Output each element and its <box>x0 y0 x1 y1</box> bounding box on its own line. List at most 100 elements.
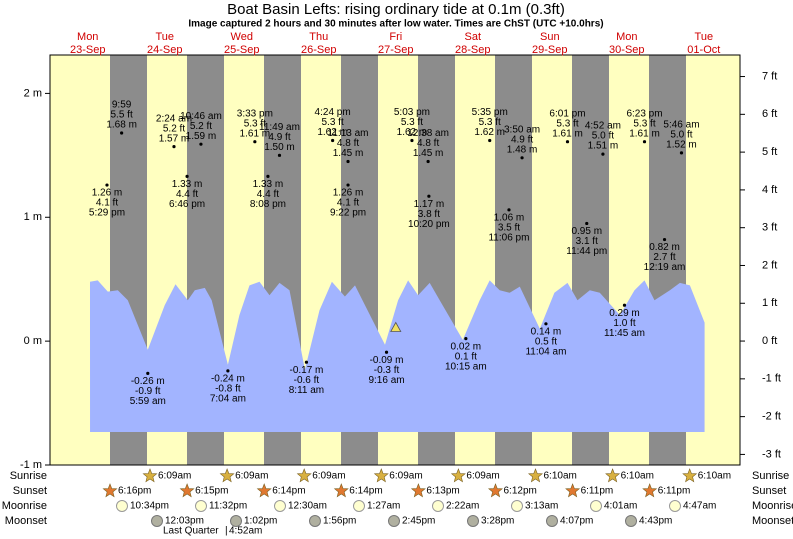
moonrise-icon <box>274 500 286 512</box>
moonset-icon <box>467 515 479 527</box>
tide-event-dot <box>146 371 150 375</box>
moonset-time: 1:56pm <box>323 516 356 527</box>
tide-event-dot <box>565 140 570 144</box>
tide-event-label: 1.61 m <box>629 128 660 139</box>
tide-event-label: 3:50 am <box>504 124 540 135</box>
y2-tick-label: 5 ft <box>762 146 777 158</box>
tide-event-label: 11:44 pm <box>566 246 607 257</box>
row-label: Moonset <box>752 515 793 527</box>
x-tick-date: 28-Sep <box>455 44 490 56</box>
tide-event-dot <box>346 159 350 164</box>
tide-event-label: 4.9 ft <box>268 132 290 143</box>
sunset-time: 6:14pm <box>349 486 382 497</box>
x-tick-date: 27-Sep <box>378 44 413 56</box>
tide-event-label: 0.95 m <box>571 226 602 237</box>
sun-icon <box>605 468 621 483</box>
sun-icon <box>296 468 312 483</box>
moonset-time: 2:45pm <box>402 516 435 527</box>
tide-event-label: 4.1 ft <box>96 198 118 209</box>
moonrise-time: 3:13am <box>525 501 558 512</box>
sun-icon <box>642 483 658 498</box>
tide-event-label: 4.1 ft <box>337 198 359 209</box>
x-tick-label: Tue <box>155 31 174 43</box>
sunrise-time: 6:09am <box>389 471 422 482</box>
sun-icon <box>682 468 698 483</box>
sun-icon <box>142 468 158 483</box>
tide-event-label: 1.0 ft <box>613 318 635 329</box>
moon-phase-separator: | <box>225 526 228 537</box>
moonrise-time: 1:27am <box>367 501 400 512</box>
y2-tick-label: -2 ft <box>762 411 781 423</box>
sun-icon <box>179 483 195 498</box>
sunrise-time: 6:10am <box>544 471 577 482</box>
x-tick-label: Fri <box>389 31 402 43</box>
y2-tick-label: 1 ft <box>762 297 777 309</box>
sunset-time: 6:16pm <box>118 486 151 497</box>
moonrise-time: 10:34pm <box>130 501 169 512</box>
tide-event-label: 1.62 m <box>397 127 428 138</box>
tide-event-label: 0.29 m <box>609 308 640 319</box>
moonrise-icon <box>195 500 207 512</box>
chart-title: Boat Basin Lefts: rising ordinary tide a… <box>227 1 565 18</box>
row-label: Sunrise <box>10 470 47 482</box>
y-tick-label: 1 m <box>24 211 42 223</box>
y2-tick-label: -1 ft <box>762 373 781 385</box>
tide-event-label: 5:03 pm <box>394 107 430 118</box>
tide-event-label: 12:38 am <box>407 128 449 139</box>
tide-event-dot <box>520 156 524 160</box>
x-tick-label: Mon <box>77 31 98 43</box>
tide-event-dot <box>105 183 109 187</box>
tide-event-label: 1.45 m <box>413 148 444 159</box>
moonset-time: 4:07pm <box>560 516 593 527</box>
y2-tick-label: 0 ft <box>762 335 777 347</box>
tide-event-label: 1.52 m <box>666 139 697 150</box>
tide-event-dot <box>266 174 270 178</box>
tide-event-label: 1.17 m <box>414 199 445 210</box>
tide-event-dot <box>172 145 176 149</box>
row-label: Moonset <box>5 515 47 527</box>
sunrise-time: 6:09am <box>158 471 191 482</box>
row-label: Moonrise <box>2 500 47 512</box>
sunset-time: 6:11pm <box>581 486 614 497</box>
tide-event-label: 5:29 pm <box>89 208 125 219</box>
tide-event-label: 6:46 pm <box>169 199 205 210</box>
tide-event-label: -0.9 ft <box>135 386 161 397</box>
tide-event-label: -0.24 m <box>211 374 245 385</box>
tide-event-label: 6:01 pm <box>549 108 585 119</box>
moonset-time: 4:43pm <box>639 516 672 527</box>
tide-event-dot <box>185 174 189 178</box>
tide-event-dot <box>507 208 511 212</box>
tide-event-dot <box>304 360 309 364</box>
tide-event-label: -0.17 m <box>289 365 323 376</box>
x-tick-label: Tue <box>695 31 714 43</box>
tide-event-label: 1.61 m <box>552 128 583 139</box>
tide-event-label: 9:59 <box>112 100 132 111</box>
tide-event-label: 3.5 ft <box>498 222 520 233</box>
tide-event-label: -0.8 ft <box>215 384 241 395</box>
tide-event-label: 1.57 m <box>159 133 190 144</box>
tide-event-label: 1.33 m <box>253 179 284 190</box>
sun-icon <box>333 483 349 498</box>
tide-event-dot <box>642 140 647 144</box>
tide-event-label: 0.1 ft <box>455 351 477 362</box>
tide-event-label: -0.6 ft <box>294 375 320 386</box>
tide-event-label: 9:22 pm <box>330 208 366 219</box>
moon-phase-time: 4:52am <box>229 526 262 537</box>
y2-tick-label: 6 ft <box>762 108 777 120</box>
moonset-icon <box>388 515 400 527</box>
tide-event-label: 5.2 ft <box>190 121 212 132</box>
tide-event-dot <box>679 151 684 155</box>
sun-icon <box>487 483 504 498</box>
moonrise-icon <box>116 500 128 512</box>
x-tick-date: 25-Sep <box>224 44 259 56</box>
moonrise-icon <box>353 500 365 512</box>
tide-event-dot <box>120 131 124 135</box>
sun-icon <box>565 483 581 498</box>
tide-event-dot <box>384 350 389 354</box>
moonrise-icon <box>432 500 444 512</box>
tide-event-label: 10:15 am <box>445 361 487 372</box>
x-tick-date: 01-Oct <box>687 44 720 56</box>
x-tick-date: 29-Sep <box>532 44 567 56</box>
tide-event-label: 4.4 ft <box>257 189 279 200</box>
row-label: Sunset <box>752 485 786 497</box>
